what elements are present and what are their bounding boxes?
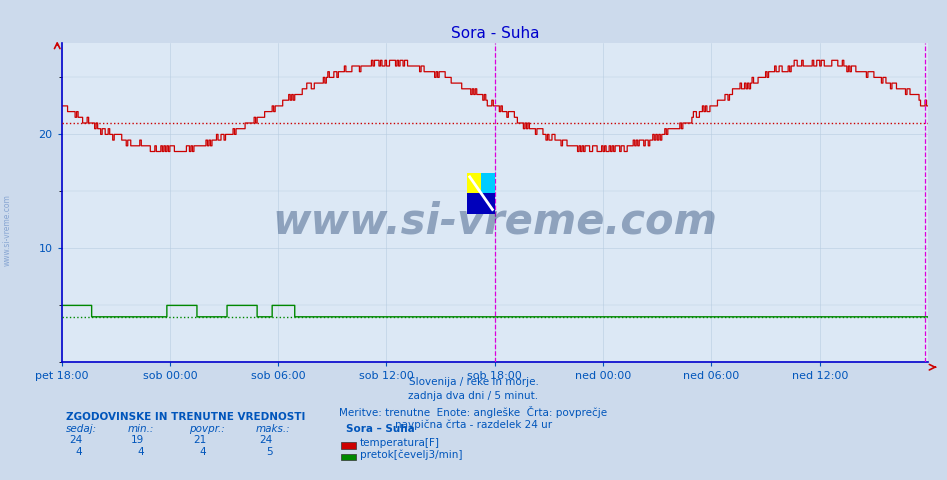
Text: ZGODOVINSKE IN TRENUTNE VREDNOSTI: ZGODOVINSKE IN TRENUTNE VREDNOSTI: [66, 412, 306, 422]
Text: navpična črta - razdelek 24 ur: navpična črta - razdelek 24 ur: [395, 420, 552, 431]
Text: 19: 19: [131, 435, 144, 445]
Text: Meritve: trenutne  Enote: angleške  Črta: povprečje: Meritve: trenutne Enote: angleške Črta: …: [339, 406, 608, 418]
Bar: [467, 173, 481, 193]
Text: www.si-vreme.com: www.si-vreme.com: [3, 194, 12, 266]
Text: 24: 24: [259, 435, 273, 445]
Text: www.si-vreme.com: www.si-vreme.com: [273, 201, 717, 243]
Text: 5: 5: [266, 446, 273, 456]
Text: 24: 24: [69, 435, 82, 445]
Text: 4: 4: [76, 446, 82, 456]
Text: 21: 21: [193, 435, 206, 445]
Bar: [467, 193, 495, 214]
Text: zadnja dva dni / 5 minut.: zadnja dva dni / 5 minut.: [408, 391, 539, 401]
Text: temperatura[F]: temperatura[F]: [360, 438, 439, 448]
Text: min.:: min.:: [128, 424, 154, 434]
Text: Sora – Suha: Sora – Suha: [346, 424, 415, 434]
Bar: [481, 173, 495, 193]
Text: maks.:: maks.:: [256, 424, 291, 434]
Text: sedaj:: sedaj:: [66, 424, 98, 434]
Text: pretok[čevelj3/min]: pretok[čevelj3/min]: [360, 449, 462, 460]
Title: Sora - Suha: Sora - Suha: [451, 25, 539, 41]
Text: povpr.:: povpr.:: [189, 424, 225, 434]
Text: Slovenija / reke in morje.: Slovenija / reke in morje.: [408, 377, 539, 387]
Text: 4: 4: [200, 446, 206, 456]
Text: 4: 4: [137, 446, 144, 456]
